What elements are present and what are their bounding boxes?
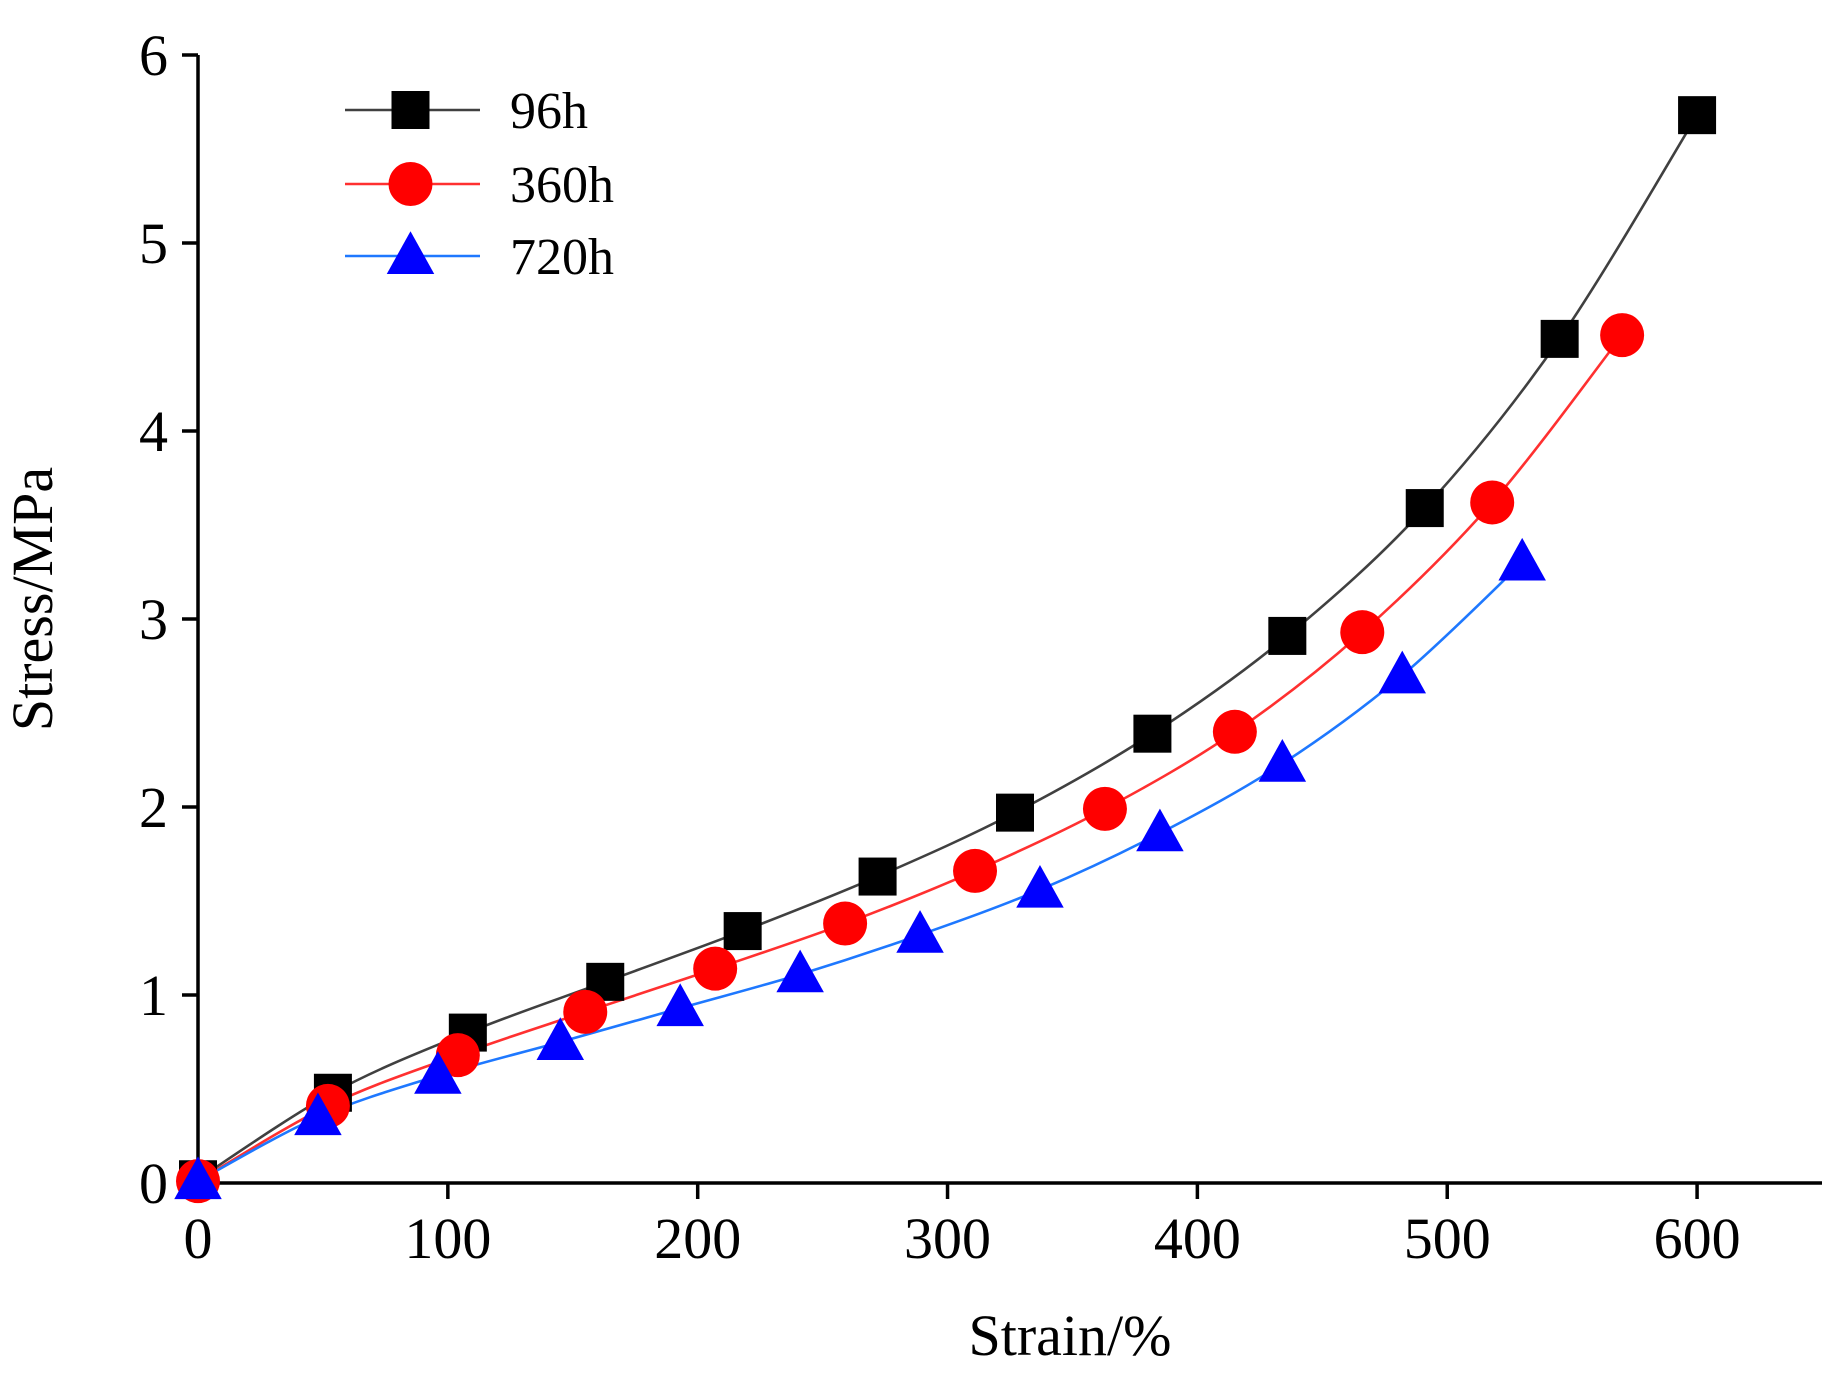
x-tick-label: 500	[1404, 1206, 1491, 1271]
data-point-96h	[1540, 319, 1579, 358]
data-point-720h	[174, 1156, 222, 1200]
legend-label-360h: 360h	[510, 157, 614, 214]
legend-marker-720h	[386, 231, 435, 274]
data-point-360h	[823, 901, 868, 946]
series-lines	[197, 114, 1699, 1183]
data-point-720h	[1016, 864, 1064, 908]
legend-label-96h: 96h	[510, 83, 588, 140]
y-tick-label: 4	[139, 399, 168, 464]
data-point-360h	[435, 1033, 480, 1078]
y-tick-label: 3	[139, 587, 168, 652]
legend-marker-96h	[391, 91, 430, 129]
data-point-360h	[1340, 610, 1385, 655]
x-tick-label: 100	[404, 1206, 491, 1271]
series-line-96h	[197, 114, 1699, 1181]
y-tick-label: 5	[139, 211, 168, 276]
data-point-96h	[858, 857, 897, 896]
axes	[196, 55, 1822, 1185]
data-point-720h	[896, 910, 944, 953]
data-point-360h	[563, 989, 608, 1034]
data-point-720h	[294, 1092, 342, 1136]
data-point-96h	[995, 793, 1034, 832]
data-point-96h	[1678, 96, 1717, 135]
legend-label-720h: 720h	[510, 229, 614, 286]
series-markers	[174, 96, 1717, 1204]
data-point-96h	[1405, 489, 1444, 528]
x-axis-title: Strain/%	[969, 1303, 1172, 1368]
data-point-720h	[656, 983, 704, 1027]
x-tick-label: 200	[654, 1206, 741, 1271]
data-point-96h	[1133, 714, 1172, 753]
x-tick-label: 400	[1154, 1206, 1241, 1271]
data-point-720h	[536, 1017, 585, 1060]
data-point-360h	[1082, 786, 1127, 831]
data-point-360h	[1600, 313, 1645, 358]
ticks: 0 100 200 300 400 500 600 0 1 2 3 4 5 6	[139, 23, 1741, 1271]
data-point-360h	[1470, 480, 1515, 525]
y-axis-title: Stress/MPa	[0, 467, 65, 731]
y-tick-label: 6	[139, 23, 168, 88]
data-point-360h	[1212, 709, 1257, 754]
y-tick-label: 1	[139, 963, 168, 1028]
data-point-720h	[414, 1051, 462, 1094]
legend-marker-360h	[388, 162, 433, 206]
y-tick-label: 2	[139, 775, 168, 840]
data-point-720h	[776, 949, 824, 993]
data-point-720h	[1498, 537, 1546, 581]
legend: 96h 360h 720h	[345, 83, 614, 286]
y-tick-label: 0	[139, 1151, 168, 1216]
data-point-360h	[953, 848, 998, 893]
x-tick-label: 0	[184, 1206, 213, 1271]
x-tick-label: 300	[904, 1206, 991, 1271]
data-point-720h	[1378, 650, 1427, 694]
data-point-360h	[693, 946, 738, 991]
data-point-720h	[1258, 739, 1307, 782]
data-point-720h	[1136, 808, 1184, 852]
data-point-96h	[723, 912, 762, 951]
x-tick-label: 600	[1654, 1206, 1741, 1271]
data-point-96h	[1268, 616, 1307, 655]
